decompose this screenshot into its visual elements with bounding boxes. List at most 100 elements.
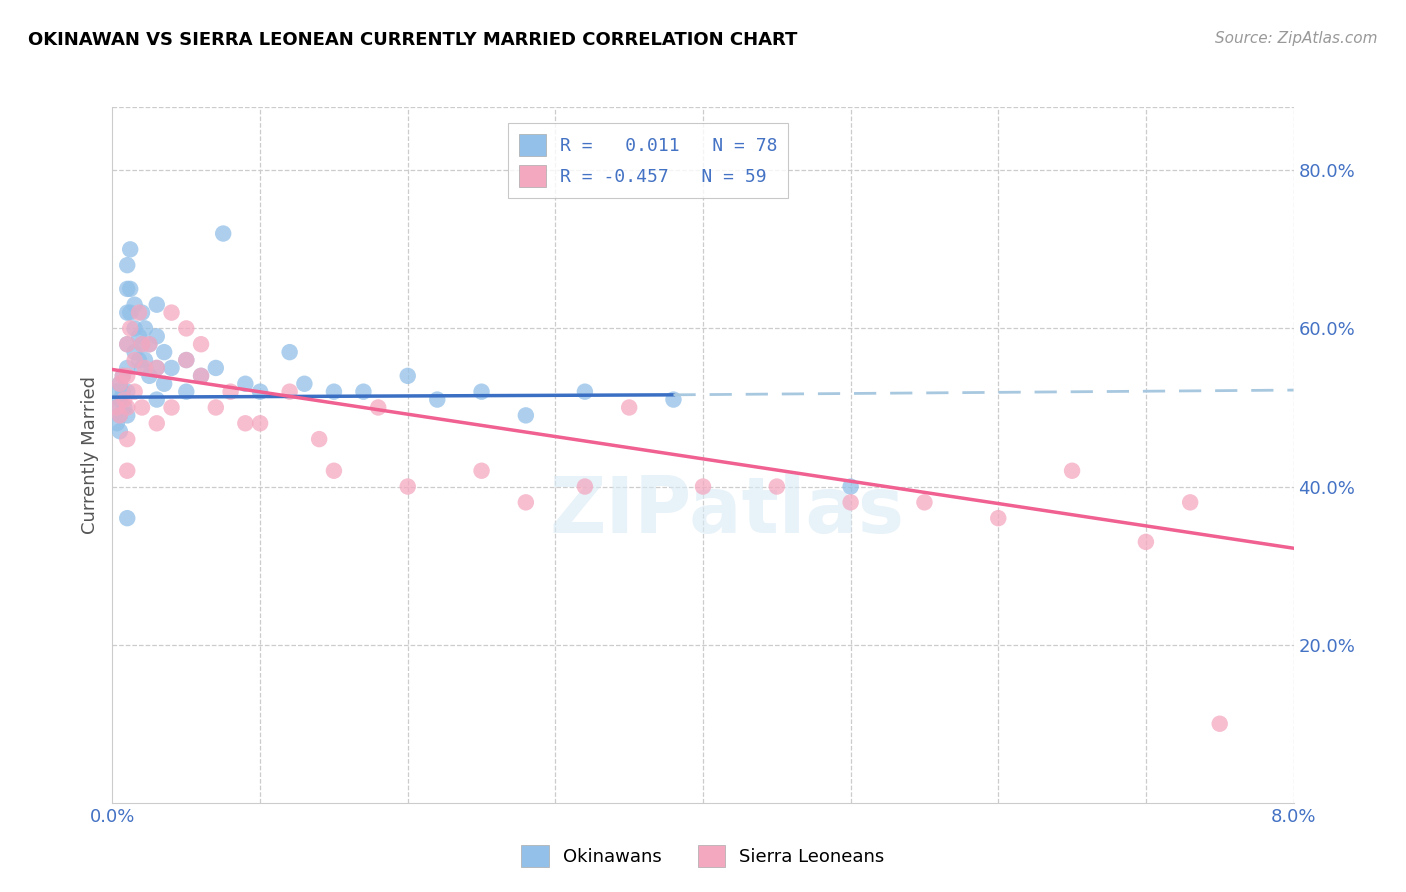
Point: [160, 360, 183, 375]
Point: [146, 298, 169, 312]
Point: [138, 337, 160, 351]
Point: [105, 417, 128, 431]
Point: [471, 384, 494, 399]
Point: [105, 401, 128, 415]
Point: [765, 479, 787, 493]
Point: [105, 384, 128, 399]
Point: [839, 479, 862, 493]
Point: [662, 392, 685, 407]
Point: [117, 282, 138, 296]
Point: [128, 305, 150, 319]
Point: [153, 376, 176, 391]
Point: [124, 298, 146, 312]
Point: [120, 321, 142, 335]
Point: [108, 424, 131, 438]
Point: [174, 353, 197, 368]
Point: [112, 392, 135, 407]
Legend: Okinawans, Sierra Leoneans: Okinawans, Sierra Leoneans: [515, 838, 891, 874]
Point: [1135, 534, 1157, 549]
Point: [108, 392, 131, 407]
Point: [174, 384, 197, 399]
Text: OKINAWAN VS SIERRA LEONEAN CURRENTLY MARRIED CORRELATION CHART: OKINAWAN VS SIERRA LEONEAN CURRENTLY MAR…: [28, 31, 797, 49]
Text: Source: ZipAtlas.com: Source: ZipAtlas.com: [1215, 31, 1378, 46]
Y-axis label: Currently Married: Currently Married: [80, 376, 98, 534]
Point: [692, 479, 714, 493]
Point: [117, 401, 138, 415]
Point: [128, 329, 150, 343]
Point: [278, 345, 301, 359]
Point: [117, 337, 138, 351]
Point: [131, 360, 153, 375]
Point: [117, 511, 138, 525]
Point: [124, 345, 146, 359]
Legend: R =   0.011   N = 78, R = -0.457   N = 59: R = 0.011 N = 78, R = -0.457 N = 59: [508, 123, 789, 198]
Point: [292, 376, 315, 391]
Point: [120, 243, 142, 257]
Point: [1208, 716, 1232, 731]
Point: [138, 337, 160, 351]
Point: [131, 337, 153, 351]
Point: [124, 353, 146, 368]
Point: [1062, 464, 1084, 478]
Point: [146, 360, 169, 375]
Point: [233, 376, 256, 391]
Point: [249, 384, 271, 399]
Point: [308, 432, 330, 446]
Point: [124, 321, 146, 335]
Point: [426, 392, 449, 407]
Point: [160, 305, 183, 319]
Point: [352, 384, 374, 399]
Point: [108, 376, 131, 391]
Point: [619, 401, 641, 415]
Point: [1178, 495, 1201, 509]
Point: [117, 360, 138, 375]
Point: [233, 417, 256, 431]
Point: [117, 432, 138, 446]
Point: [108, 409, 131, 423]
Point: [190, 368, 212, 383]
Point: [515, 495, 537, 509]
Point: [111, 368, 134, 383]
Point: [111, 368, 134, 383]
Point: [146, 360, 169, 375]
Point: [108, 409, 131, 423]
Point: [249, 417, 271, 431]
Point: [134, 353, 156, 368]
Point: [112, 401, 135, 415]
Point: [839, 495, 862, 509]
Point: [131, 305, 153, 319]
Point: [117, 258, 138, 272]
Point: [105, 401, 128, 415]
Point: [396, 368, 419, 383]
Point: [323, 384, 346, 399]
Point: [190, 337, 212, 351]
Point: [131, 401, 153, 415]
Point: [471, 464, 494, 478]
Point: [117, 305, 138, 319]
Point: [278, 384, 301, 399]
Point: [120, 305, 142, 319]
Point: [153, 345, 176, 359]
Point: [111, 384, 134, 399]
Point: [219, 384, 242, 399]
Point: [574, 384, 596, 399]
Point: [131, 337, 153, 351]
Point: [117, 409, 138, 423]
Point: [367, 401, 389, 415]
Point: [160, 401, 183, 415]
Point: [323, 464, 346, 478]
Point: [190, 368, 212, 383]
Point: [117, 337, 138, 351]
Point: [205, 360, 228, 375]
Point: [914, 495, 936, 509]
Point: [515, 409, 537, 423]
Point: [205, 401, 228, 415]
Point: [396, 479, 419, 493]
Point: [124, 384, 146, 399]
Point: [574, 479, 596, 493]
Point: [120, 282, 142, 296]
Point: [108, 376, 131, 391]
Point: [138, 368, 160, 383]
Point: [987, 511, 1010, 525]
Point: [146, 417, 169, 431]
